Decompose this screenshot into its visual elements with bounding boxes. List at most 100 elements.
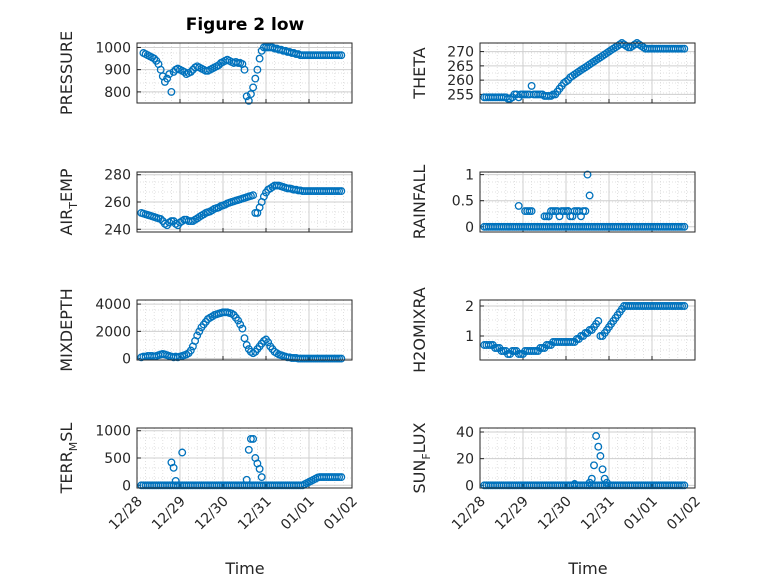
y-tick-label: 270: [447, 45, 474, 61]
data-series: [139, 43, 346, 105]
data-point: [503, 94, 512, 103]
data-point: [536, 344, 545, 352]
y-tick-label: 0: [122, 352, 131, 368]
data-point: [562, 77, 570, 86]
y-tick-label: 2000: [95, 324, 131, 340]
data-series: [137, 308, 346, 363]
data-point: [246, 90, 255, 99]
data-point: [246, 434, 255, 443]
y-tick-label: 0: [465, 220, 474, 236]
data-point: [587, 474, 596, 483]
data-point: [680, 302, 689, 310]
data-point: [547, 91, 555, 100]
data-point: [186, 67, 195, 76]
subplot-rainfall: 0 0.5 1 RAINFALL: [410, 165, 696, 240]
x-tick-label: 01/01: [278, 494, 318, 534]
y-tick-label: 260: [104, 195, 131, 211]
data-point: [257, 473, 266, 482]
subplot-sun: 0 20 40 SUNFLUX 12/28 12/29 12/30 12/31 01/01 01/…: [410, 422, 704, 533]
y-tick-label: 0: [122, 478, 131, 494]
y-tick-label: 4000: [95, 297, 131, 313]
data-point: [521, 90, 530, 99]
subplot-air: 240 260 280 AIRTEMP: [57, 168, 353, 238]
y-tick-label: 240: [104, 222, 131, 238]
y-tick-label: 1000: [95, 40, 131, 56]
y-tick-label: 0.5: [452, 194, 474, 210]
data-point: [249, 83, 258, 92]
data-point: [251, 74, 260, 83]
axes-box: [136, 427, 353, 489]
y-tick-label: 0: [465, 478, 474, 494]
data-point: [335, 473, 344, 482]
axes-box: [136, 171, 353, 233]
y-axis-label: MIXDEPTH: [57, 288, 76, 371]
y-tick-label: 1: [465, 329, 474, 345]
data-point: [602, 478, 611, 487]
data-series: [137, 434, 346, 490]
y-tick-label: 1: [465, 168, 474, 184]
data-point: [178, 448, 187, 457]
data-point: [598, 465, 607, 474]
x-tick-label: 01/02: [321, 494, 361, 534]
data-series: [480, 170, 689, 231]
data-point: [594, 317, 603, 325]
x-tick-label: 12/30: [535, 494, 575, 534]
data-point: [264, 338, 273, 347]
x-tick-label: 12/30: [192, 494, 232, 534]
x-tick-label: 12/29: [492, 494, 532, 534]
x-tick-label: 12/28: [106, 494, 146, 534]
data-point: [678, 481, 687, 490]
x-axis-label-left: Time: [224, 559, 264, 578]
data-point: [592, 432, 601, 440]
y-tick-label: 2: [465, 299, 474, 315]
data-series: [137, 181, 346, 230]
data-point: [484, 341, 493, 349]
data-point: [255, 464, 264, 473]
data-point: [514, 350, 523, 358]
data-point: [585, 478, 594, 487]
data-point: [680, 222, 689, 231]
data-point: [566, 338, 575, 346]
data-point: [240, 65, 249, 74]
data-point: [680, 481, 689, 490]
subplot-mixdepth: 0 2000 4000 MIXDEPTH: [57, 288, 353, 372]
data-point: [259, 192, 268, 201]
x-tick-label: 12/28: [449, 494, 489, 534]
subplot-h2omixra: 1 2 H2OMIXRA: [410, 287, 696, 373]
data-point: [678, 222, 687, 231]
plot-area: [480, 172, 695, 232]
y-axis-label: H2OMIXRA: [410, 287, 429, 373]
data-point: [579, 207, 588, 216]
x-tick-label: 12/29: [149, 494, 189, 534]
data-point: [583, 170, 592, 179]
data-point: [169, 463, 178, 472]
data-point: [335, 354, 344, 363]
data-point: [253, 65, 262, 74]
data-point: [335, 51, 344, 60]
data-point: [570, 207, 579, 216]
plot-area: [480, 43, 695, 103]
data-point: [542, 341, 551, 349]
data-series: [480, 432, 689, 490]
data-point: [238, 324, 247, 333]
data-point: [570, 480, 579, 488]
data-point: [337, 187, 346, 196]
x-axis-label-right: Time: [567, 559, 607, 578]
data-point: [514, 201, 523, 210]
x-tick-label: 01/02: [664, 494, 704, 534]
y-tick-label: 40: [456, 425, 474, 441]
data-point: [527, 81, 536, 90]
data-point: [549, 207, 558, 216]
y-tick-label: 1000: [95, 424, 131, 440]
axes-box: [136, 42, 353, 104]
axes-box: [479, 299, 696, 361]
data-point: [242, 341, 251, 349]
data-point: [167, 87, 176, 96]
axes-box: [136, 299, 353, 361]
y-axis-label: RAINFALL: [410, 165, 429, 240]
y-tick-label: 900: [104, 63, 131, 79]
y-tick-label: 265: [447, 59, 474, 75]
